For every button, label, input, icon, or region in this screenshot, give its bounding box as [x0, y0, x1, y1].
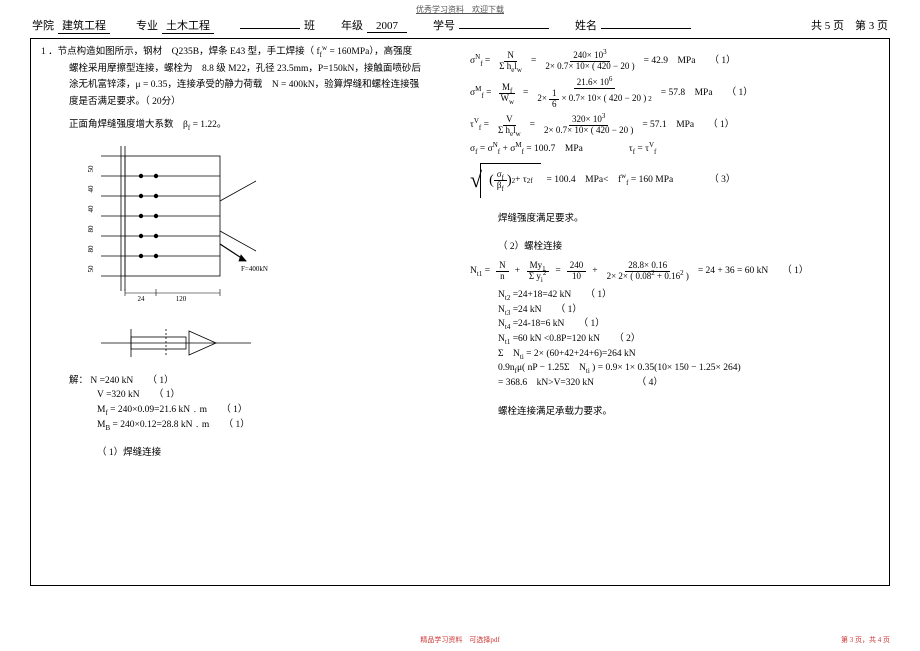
solve-v: V =320 kN （ 1）	[41, 388, 450, 403]
problem-line-4: 度是否满足要求。（ 20分）	[41, 95, 450, 110]
solve-n: N =240 kN （ 1）	[90, 376, 173, 386]
val-school: 建筑工程	[58, 17, 110, 34]
page-footer: 精品学习资料 可选择pdf 第 3 页，共 4 页	[0, 635, 920, 645]
bolt-ok: 螺栓连接满足承载力要求。	[470, 405, 879, 420]
solve-mb: MB = 240×0.12=28.8 kN﹒m （ 1）	[41, 418, 450, 433]
sum-nt: Σ Nti = 2× (60+42+24+6)=264 kN	[470, 347, 879, 362]
formula-sigma-n: σNf = NΣ helw = 240× 1032× 0.7× 10× ( 42…	[470, 51, 879, 72]
nt1-check: Nt1 =60 kN <0.8P=120 kN （ 2）	[470, 332, 879, 347]
formula-sigma-m: σMf = MfWw = 21.6× 106 2× 16 × 0.7× 10× …	[470, 78, 879, 110]
footer-right: 第 3 页，共 4 页	[841, 635, 890, 645]
svg-text:50: 50	[87, 165, 95, 173]
label-name: 姓名	[575, 17, 597, 33]
nt2: Nt2 =24+18=42 kN （ 1）	[470, 288, 879, 303]
solve-label: 解：	[69, 376, 88, 386]
nt3: Nt3 =24 kN （ 1）	[470, 303, 879, 318]
svg-text:50: 50	[87, 265, 95, 273]
label-grade: 年级	[341, 17, 363, 33]
problem-line-1: 1 ．节点构造如图所示，钢材 Q235B，焊条 E43 型，手工焊接（ ffw …	[41, 45, 450, 60]
val-grade: 2007	[367, 20, 407, 33]
formula-tau-v: τVf = VΣ helw = 320× 1032× 0.7× 10× ( 42…	[470, 115, 879, 136]
val-name	[601, 28, 691, 29]
problem-line-3: 涂无机富锌漆，μ = 0.35，连接承受的静力荷载 N = 400kN，验算焊缝…	[41, 78, 450, 93]
structural-diagram: 50 40 40 80 80 50 F=400kN 24 120	[71, 141, 450, 366]
formula-nt1: Nt1 = Nn + My1Σ yi2 = 24010 + 28.8× 0.16…	[470, 261, 879, 282]
page-header: 学院 建筑工程 专业 土木工程 班 年级 2007 学号 姓名 共 5 页 第 …	[0, 15, 920, 38]
left-column: 1 ．节点构造如图所示，钢材 Q235B，焊条 E43 型，手工焊接（ ffw …	[41, 45, 460, 579]
page-info: 共 5 页 第 3 页	[811, 17, 888, 33]
top-note: 优秀学习资料 欢迎下载	[0, 0, 920, 15]
svg-text:120: 120	[176, 295, 187, 303]
section-bolt: （ 2）螺栓连接	[470, 240, 879, 255]
weld-ok: 焊缝强度满足要求。	[470, 212, 879, 227]
label-stuno: 学号	[433, 17, 455, 33]
svg-text:F=400kN: F=400kN	[241, 265, 268, 273]
svg-text:40: 40	[87, 185, 95, 193]
solve-m1: Mf = 240×0.09=21.6 kN﹒m （ 1）	[41, 403, 450, 418]
section-weld: （ 1）焊缝连接	[41, 446, 450, 461]
footer-center: 精品学习资料 可选择pdf	[420, 635, 499, 645]
capacity: 0.9nfμ( nP − 1.25Σ Nti ) = 0.9× 1× 0.35(…	[470, 361, 879, 376]
solve-block: 解： N =240 kN （ 1）	[41, 374, 450, 389]
val-stuno	[459, 28, 549, 29]
page-frame: 1 ．节点构造如图所示，钢材 Q235B，焊条 E43 型，手工焊接（ ffw …	[30, 38, 890, 586]
label-class: 班	[304, 17, 315, 33]
svg-text:80: 80	[87, 225, 95, 233]
nt4: Nt4 =24-18=6 kN （ 1）	[470, 317, 879, 332]
val-class	[240, 28, 300, 29]
formula-sum: σf = σNf + σMf = 100.7 MPa τf = τVf	[470, 142, 879, 157]
label-school: 学院	[32, 17, 54, 33]
right-column: σNf = NΣ helw = 240× 1032× 0.7× 10× ( 42…	[460, 45, 879, 579]
capacity-res: = 368.6 kN>V=320 kN （ 4）	[470, 376, 879, 391]
problem-line-2: 螺栓采用摩擦型连接，螺栓为 8.8 级 M22，孔径 23.5mm，P=150k…	[41, 62, 450, 77]
svg-text:80: 80	[87, 245, 95, 253]
svg-text:24: 24	[138, 295, 146, 303]
formula-check: √ ( σfβf )2 + τ2f = 100.4 MPa< fwf = 160…	[470, 163, 879, 198]
problem-line-5: 正面角焊缝强度增大系数 βf = 1.22。	[41, 118, 450, 133]
label-major: 专业	[136, 17, 158, 33]
svg-text:40: 40	[87, 205, 95, 213]
val-major: 土木工程	[162, 17, 214, 34]
